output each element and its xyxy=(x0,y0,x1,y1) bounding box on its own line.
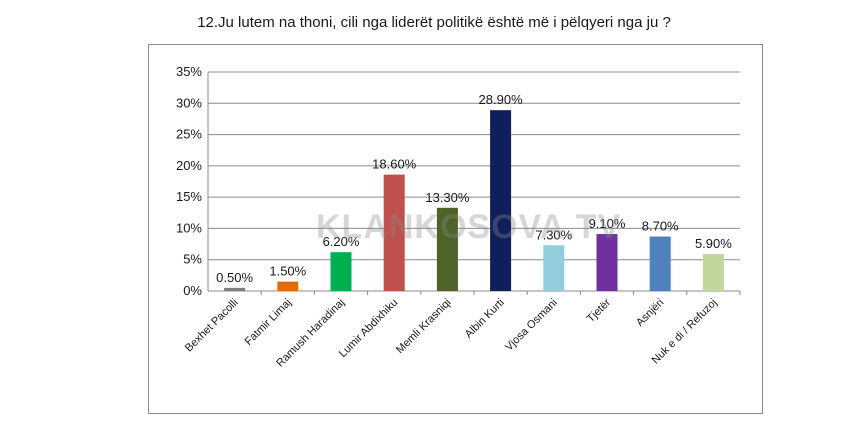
category-label: Tjetër xyxy=(585,296,614,325)
y-tick-label: 15% xyxy=(176,189,202,204)
data-label: 1.50% xyxy=(269,264,306,279)
bar xyxy=(702,254,724,291)
bar xyxy=(490,110,512,291)
bar xyxy=(543,245,565,291)
gridlines xyxy=(208,71,740,261)
y-tick-label: 35% xyxy=(176,64,202,79)
chart-title: 12.Ju lutem na thoni, cili nga liderët p… xyxy=(197,14,671,31)
y-tick-label: 10% xyxy=(176,220,202,235)
data-label: 8.70% xyxy=(642,219,679,234)
category-label: Vjosa Osmani xyxy=(503,297,560,354)
bar xyxy=(224,287,246,291)
category-label: Memli Krasniqi xyxy=(394,297,453,356)
data-label: 18.60% xyxy=(372,157,417,172)
y-tick-label: 30% xyxy=(176,95,202,110)
category-label: Fatmir Limaj xyxy=(243,297,294,348)
data-label: 7.30% xyxy=(535,227,572,242)
y-tick-label: 25% xyxy=(176,127,202,142)
category-label: Lumir Abdixhiku xyxy=(337,297,400,360)
bars xyxy=(224,110,724,291)
category-label: Albin Kurti xyxy=(463,297,507,341)
data-label: 28.90% xyxy=(479,92,524,107)
bar xyxy=(330,252,352,291)
data-label: 5.90% xyxy=(695,236,732,251)
data-label: 13.30% xyxy=(425,190,470,205)
y-tick-label: 0% xyxy=(183,283,202,298)
bar xyxy=(649,236,671,291)
category-label: Asnjëri xyxy=(634,297,666,329)
data-labels: 0.50% 1.50% 6.20% 18.60% 13.30% 28.90% 7.30% 9.… xyxy=(216,92,732,285)
y-tick-label: 20% xyxy=(176,158,202,173)
bar xyxy=(596,234,618,291)
bar xyxy=(383,174,405,291)
y-tick-labels: 0% 5% 10% 15% 20% 25% 30% 35% xyxy=(176,64,202,298)
category-label: Bexhet Pacolli xyxy=(183,297,241,355)
watermark-text: KLANKOSOVA.TV xyxy=(316,208,621,246)
y-tick-label: 5% xyxy=(183,252,202,267)
data-label: 0.50% xyxy=(216,270,253,285)
data-label: 6.20% xyxy=(323,234,360,249)
data-label: 9.10% xyxy=(589,216,626,231)
bar xyxy=(277,281,299,291)
bar xyxy=(436,207,458,291)
